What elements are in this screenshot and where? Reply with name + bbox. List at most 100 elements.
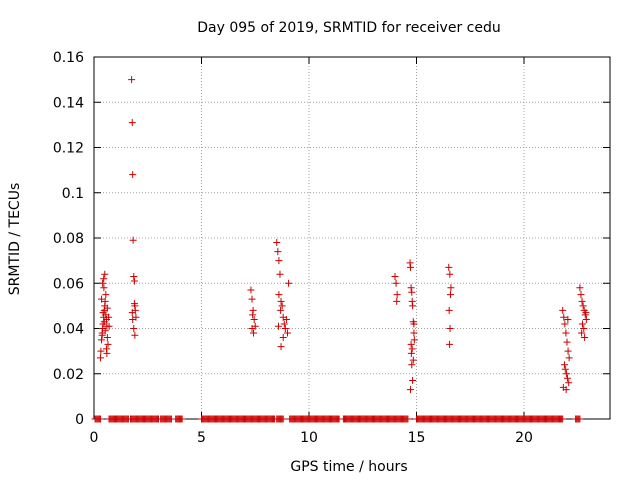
data-point: [101, 327, 109, 335]
data-point: [275, 291, 283, 299]
data-points: [91, 76, 590, 423]
data-point: [564, 315, 572, 323]
x-tick-label: 15: [408, 430, 426, 446]
data-point: [410, 320, 418, 328]
data-point: [277, 297, 285, 305]
data-point: [276, 270, 284, 278]
data-point: [406, 386, 414, 394]
data-point: [407, 340, 415, 348]
data-point: [409, 356, 417, 364]
data-point: [406, 263, 414, 271]
data-point: [580, 325, 588, 332]
data-point: [446, 291, 454, 299]
data-point: [248, 325, 256, 332]
y-tick-label: 0: [75, 412, 84, 428]
data-point: [96, 415, 104, 423]
data-point: [98, 336, 106, 344]
data-point: [129, 236, 137, 244]
data-point: [446, 340, 454, 348]
data-point: [98, 331, 106, 339]
data-point: [131, 331, 139, 339]
data-point: [128, 76, 136, 84]
data-point: [561, 365, 569, 373]
data-point: [408, 288, 416, 296]
data-point: [101, 270, 109, 278]
data-point: [407, 349, 415, 357]
data-point: [248, 295, 256, 303]
data-point: [392, 279, 400, 287]
data-point: [130, 272, 138, 280]
data-point: [247, 286, 255, 294]
data-point: [562, 329, 570, 337]
y-tick-label: 0.08: [53, 231, 84, 247]
y-tick-label: 0.14: [53, 95, 84, 111]
data-point: [104, 340, 112, 348]
data-point: [563, 370, 571, 378]
data-point: [561, 320, 569, 328]
data-point: [277, 343, 285, 351]
tick-labels: 0 0.02 0.04 0.06 0.08 0.1 0.12 0.14 0.16 0 5 10 15 20: [53, 50, 533, 446]
data-point: [577, 291, 585, 299]
data-point: [279, 334, 287, 342]
data-point: [565, 354, 573, 362]
data-point: [99, 309, 107, 317]
data-point: [103, 304, 111, 312]
data-point: [408, 345, 416, 353]
data-point: [249, 311, 257, 319]
data-point: [560, 361, 568, 369]
data-point: [281, 325, 289, 332]
data-point: [559, 415, 567, 423]
data-point: [581, 334, 589, 342]
data-point: [100, 318, 108, 326]
data-point: [105, 313, 113, 321]
data-point: [578, 329, 586, 337]
y-tick-label: 0.12: [53, 141, 84, 157]
data-point: [277, 306, 285, 314]
data-point: [178, 415, 186, 423]
y-tick-label: 0.04: [53, 322, 84, 338]
data-point: [280, 320, 288, 328]
data-point: [130, 277, 138, 285]
y-tick-label: 0.16: [53, 50, 84, 66]
data-point: [559, 306, 567, 314]
data-point: [445, 263, 453, 271]
data-point: [576, 284, 584, 292]
data-point: [128, 309, 136, 317]
data-point: [410, 336, 418, 344]
data-point: [582, 315, 590, 323]
data-point: [284, 329, 291, 337]
data-point: [565, 379, 573, 387]
data-point: [100, 284, 108, 292]
data-point: [409, 377, 417, 385]
x-tick-label: 0: [90, 430, 99, 446]
data-point: [275, 257, 283, 265]
y-tick-label: 0.06: [53, 276, 84, 292]
data-point: [404, 415, 412, 423]
data-point: [129, 315, 137, 323]
data-point: [279, 415, 287, 423]
data-point: [563, 374, 571, 382]
y-tick-label: 0.02: [53, 367, 84, 383]
data-point: [446, 270, 454, 278]
data-point: [250, 329, 258, 337]
data-point: [102, 291, 110, 299]
data-point: [130, 325, 138, 332]
data-point: [576, 415, 584, 423]
data-point: [410, 329, 418, 337]
data-point: [563, 338, 571, 346]
chart-title: Day 095 of 2019, SRMTID for receiver ced…: [197, 20, 500, 36]
data-point: [393, 291, 401, 299]
data-point: [102, 345, 110, 353]
data-point: [564, 347, 572, 355]
x-tick-label: 5: [197, 430, 206, 446]
data-point: [446, 325, 454, 332]
data-point: [274, 322, 282, 330]
y-axis-label: SRMTID / TECUs: [7, 183, 23, 296]
data-point: [273, 239, 281, 247]
x-axis-label: GPS time / hours: [290, 459, 407, 475]
data-point: [447, 284, 455, 292]
data-point: [278, 302, 286, 310]
data-point: [562, 386, 570, 394]
grid-lines: [94, 57, 610, 419]
